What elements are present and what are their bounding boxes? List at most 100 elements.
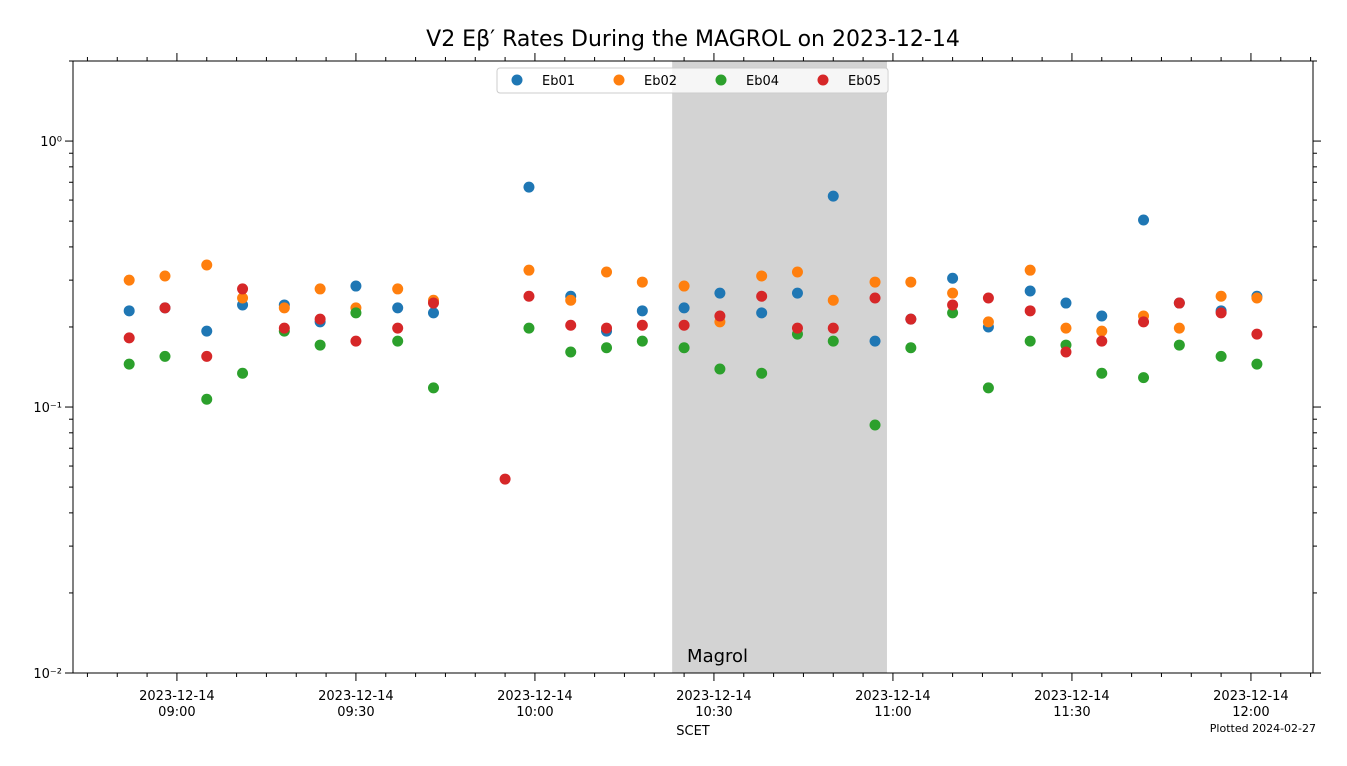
point-eb05 <box>1215 307 1227 319</box>
point-eb05 <box>678 319 690 331</box>
point-eb05 <box>947 299 959 311</box>
point-eb05 <box>869 292 881 304</box>
point-eb04 <box>1215 350 1227 362</box>
point-eb01 <box>523 181 535 193</box>
point-eb05 <box>314 313 326 325</box>
point-eb04 <box>756 367 768 379</box>
point-eb05 <box>565 319 577 331</box>
magrol-shaded-region <box>672 61 887 673</box>
point-eb02 <box>1173 322 1185 334</box>
point-eb04 <box>947 307 959 319</box>
point-eb04 <box>601 342 613 354</box>
x-tick-label-date: 2023-12-14 <box>676 689 752 704</box>
point-eb04 <box>1096 367 1108 379</box>
point-eb05 <box>827 322 839 334</box>
legend-marker-eb01 <box>511 74 523 86</box>
point-eb05 <box>636 319 648 331</box>
point-eb01 <box>827 190 839 202</box>
point-eb04 <box>201 393 213 405</box>
legend-label-eb04: Eb04 <box>746 74 779 89</box>
point-eb05 <box>159 302 171 314</box>
legend: Eb01 Eb02 Eb04 Eb05 <box>496 67 889 94</box>
x-tick-label-time: 09:30 <box>337 705 374 720</box>
point-eb01 <box>123 305 135 317</box>
point-eb02 <box>523 264 535 276</box>
point-eb04 <box>1173 339 1185 351</box>
point-eb05 <box>1096 335 1108 347</box>
x-tick-label-date: 2023-12-14 <box>497 689 573 704</box>
point-eb04 <box>1138 372 1150 384</box>
point-eb02 <box>905 276 917 288</box>
point-eb02 <box>565 294 577 306</box>
point-eb01 <box>947 272 959 284</box>
point-eb04 <box>714 363 726 375</box>
chart-title: V2 Eβ′ Rates During the MAGROL on 2023-1… <box>426 27 960 52</box>
point-eb05 <box>982 292 994 304</box>
point-eb04 <box>427 382 439 394</box>
plot-frame <box>72 60 1314 674</box>
point-eb04 <box>982 382 994 394</box>
point-eb05 <box>1251 328 1263 340</box>
point-eb04 <box>237 367 249 379</box>
point-eb04 <box>905 342 917 354</box>
point-eb05 <box>499 473 511 485</box>
point-eb01 <box>1138 214 1150 226</box>
point-eb04 <box>159 350 171 362</box>
legend-label-eb05: Eb05 <box>848 74 881 89</box>
point-eb04 <box>636 335 648 347</box>
point-eb04 <box>314 339 326 351</box>
point-eb05 <box>1060 346 1072 358</box>
point-eb02 <box>869 276 881 288</box>
point-eb05 <box>1024 305 1036 317</box>
point-eb02 <box>278 302 290 314</box>
data-points <box>123 181 1263 485</box>
x-tick-label-date: 2023-12-14 <box>318 689 394 704</box>
legend-marker-eb05 <box>817 74 829 86</box>
point-eb01 <box>201 325 213 337</box>
point-eb01 <box>714 287 726 299</box>
point-eb05 <box>237 283 249 295</box>
point-eb01 <box>678 302 690 314</box>
point-eb02 <box>392 283 404 295</box>
point-eb02 <box>982 316 994 328</box>
point-eb04 <box>827 335 839 347</box>
point-eb01 <box>427 307 439 319</box>
point-eb05 <box>1138 316 1150 328</box>
point-eb01 <box>756 307 768 319</box>
x-tick-label-time: 10:00 <box>516 705 553 720</box>
point-eb02 <box>947 287 959 299</box>
legend-marker-eb02 <box>613 74 625 86</box>
point-eb05 <box>1173 297 1185 309</box>
x-tick-label-date: 2023-12-14 <box>1213 689 1289 704</box>
point-eb05 <box>714 310 726 322</box>
axis-ticks: 2023-12-1409:002023-12-1409:302023-12-14… <box>33 53 1321 720</box>
point-eb04 <box>523 322 535 334</box>
point-eb02 <box>636 276 648 288</box>
y-tick-label: 10⁰ <box>40 135 62 150</box>
point-eb02 <box>1251 292 1263 304</box>
point-eb04 <box>678 342 690 354</box>
point-eb05 <box>201 350 213 362</box>
point-eb04 <box>565 346 577 358</box>
point-eb02 <box>601 266 613 278</box>
point-eb05 <box>123 332 135 344</box>
point-eb02 <box>756 270 768 282</box>
point-eb02 <box>1096 325 1108 337</box>
shaded-region-label: Magrol <box>687 646 748 667</box>
point-eb01 <box>1024 285 1036 297</box>
point-eb04 <box>1024 335 1036 347</box>
point-eb01 <box>1060 297 1072 309</box>
point-eb05 <box>427 297 439 309</box>
point-eb02 <box>159 270 171 282</box>
point-eb04 <box>1251 358 1263 370</box>
point-eb02 <box>1060 322 1072 334</box>
x-tick-label-time: 11:00 <box>874 705 911 720</box>
legend-label-eb01: Eb01 <box>542 74 575 89</box>
point-eb02 <box>1024 264 1036 276</box>
point-eb05 <box>392 322 404 334</box>
point-eb04 <box>350 307 362 319</box>
x-axis-label: SCET <box>676 724 710 739</box>
point-eb04 <box>869 419 881 431</box>
point-eb01 <box>392 302 404 314</box>
point-eb05 <box>791 322 803 334</box>
